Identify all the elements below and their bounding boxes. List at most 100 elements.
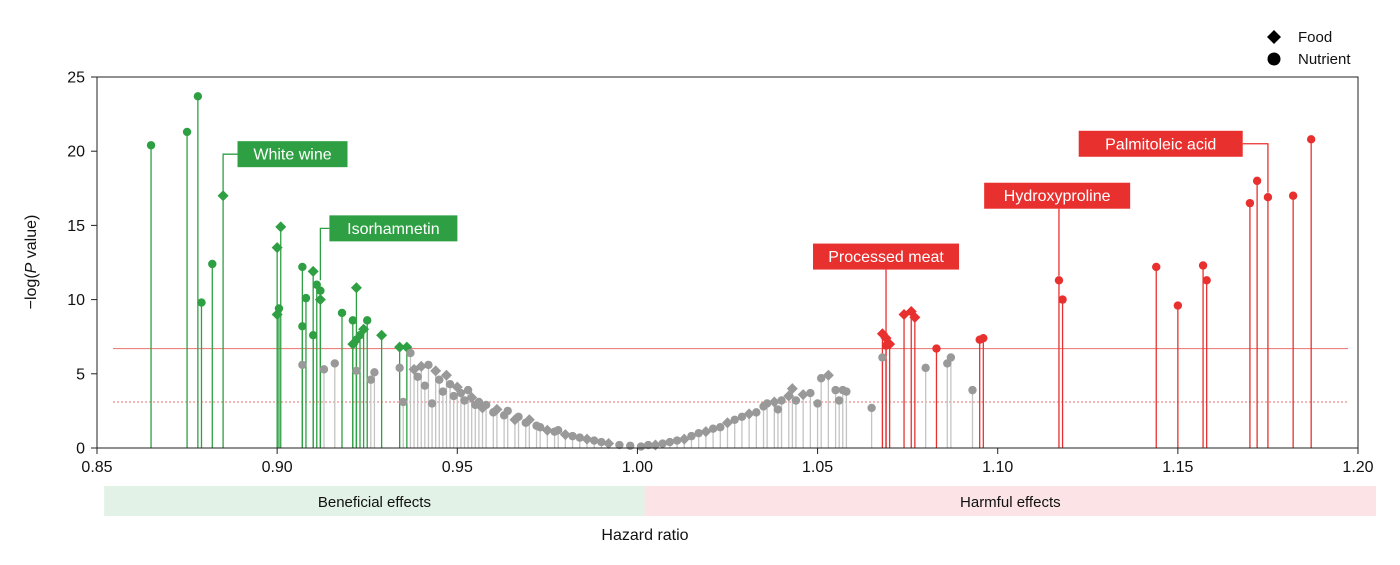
circle-marker	[363, 316, 372, 325]
circle-marker	[694, 428, 703, 438]
effect-band-label: Beneficial effects	[318, 494, 431, 511]
circle-marker	[337, 308, 347, 318]
x-tick-label: 1.05	[802, 459, 833, 476]
diamond-marker	[358, 323, 370, 335]
legend-diamond-icon	[1267, 30, 1281, 44]
effect-band-label: Harmful effects	[960, 494, 1061, 511]
y-tick-label: 20	[67, 144, 85, 161]
circle-marker	[752, 408, 761, 417]
circle-marker	[456, 388, 466, 398]
circle-marker	[298, 262, 307, 272]
circle-marker	[626, 441, 635, 450]
callout-leader	[222, 153, 238, 196]
diamond-marker	[822, 369, 834, 381]
x-tick-label: 0.85	[81, 459, 112, 476]
circle-marker	[730, 415, 739, 425]
circle-marker	[463, 385, 473, 395]
circle-marker	[182, 127, 192, 137]
circle-marker	[932, 344, 941, 353]
circle-marker	[298, 322, 307, 331]
diamond-marker	[271, 242, 283, 254]
y-tick-label: 15	[67, 218, 85, 235]
diamond-marker	[350, 282, 362, 294]
y-tick-label: 10	[67, 292, 85, 309]
circle-marker	[449, 391, 458, 401]
significance-thresholds	[113, 348, 1348, 403]
circle-marker	[589, 436, 599, 445]
callout-box	[984, 182, 1131, 209]
axes: 0.85 0.90 0.95 1.00 1.05 1.10 1.15 1.20 0 5 10 15 20…	[67, 70, 1373, 477]
circle-marker	[1054, 276, 1064, 285]
plot-frame	[96, 76, 1359, 449]
callout-label: White wine	[253, 147, 331, 164]
circle-marker	[568, 431, 577, 441]
circle-marker	[597, 437, 606, 447]
circle-marker	[197, 298, 206, 307]
data-markers	[146, 92, 1316, 451]
circle-marker	[979, 333, 988, 343]
diamond-marker	[581, 433, 593, 445]
circle-marker	[1152, 262, 1161, 272]
circle-marker	[946, 353, 956, 362]
x-tick-label: 1.20	[1342, 459, 1373, 476]
circle-marker	[867, 403, 876, 413]
diamond-marker	[440, 369, 452, 381]
callout-box	[329, 215, 458, 242]
circle-marker	[146, 141, 156, 150]
callout-label: Processed meat	[828, 249, 944, 266]
circle-marker	[427, 399, 437, 408]
diamond-marker	[307, 265, 319, 277]
circle-marker	[435, 375, 444, 384]
diamond-marker	[884, 338, 896, 350]
circle-marker	[424, 360, 433, 370]
circle-marker	[370, 368, 379, 377]
circle-marker	[777, 396, 786, 405]
circle-marker	[791, 396, 801, 405]
circle-marker	[878, 353, 887, 362]
circle-marker	[308, 331, 318, 340]
circle-marker	[406, 348, 415, 358]
diamond-marker	[491, 403, 503, 415]
diamond-marker	[797, 389, 809, 401]
x-tick-label: 0.95	[442, 459, 473, 476]
y-tick-label: 25	[67, 70, 85, 87]
circle-marker	[813, 399, 822, 408]
circle-marker	[687, 431, 696, 441]
circle-marker	[708, 424, 718, 433]
circle-marker	[316, 286, 325, 295]
diamond-marker	[541, 424, 553, 436]
circle-marker	[395, 363, 404, 373]
circle-marker	[1288, 191, 1298, 200]
circle-marker	[438, 387, 448, 396]
circle-marker	[352, 366, 361, 376]
circle-marker	[672, 436, 682, 445]
circle-marker	[535, 423, 545, 432]
legend-label-food: Food	[1298, 29, 1332, 46]
diamond-marker	[275, 221, 287, 233]
diamond-marker	[743, 408, 755, 420]
circle-marker	[636, 442, 646, 451]
diamond-marker	[678, 433, 690, 445]
circle-marker	[773, 405, 783, 414]
circle-marker	[514, 412, 523, 422]
circle-marker	[658, 439, 667, 448]
circle-marker	[921, 363, 930, 373]
x-tick-label: 0.90	[262, 459, 293, 476]
circle-marker	[460, 396, 469, 405]
circle-marker	[716, 423, 725, 432]
callout-label: Palmitoleic acid	[1105, 136, 1216, 153]
circle-marker	[420, 381, 430, 390]
annotation-callouts: White wine Isorhamnetin Processed meat Hydr…	[222, 130, 1269, 343]
diamond-marker	[559, 429, 571, 441]
legend-circle-icon	[1267, 52, 1281, 66]
circle-marker	[575, 433, 584, 442]
diamond-marker	[430, 365, 442, 377]
effect-bands: Beneficial effects Harmful effects	[104, 486, 1377, 516]
circle-marker	[481, 400, 491, 410]
legend-label-nutrient: Nutrient	[1298, 51, 1351, 68]
circle-marker	[413, 372, 422, 381]
circle-marker	[1058, 295, 1067, 304]
y-tick-label: 0	[76, 441, 85, 458]
diamond-marker	[722, 417, 733, 429]
